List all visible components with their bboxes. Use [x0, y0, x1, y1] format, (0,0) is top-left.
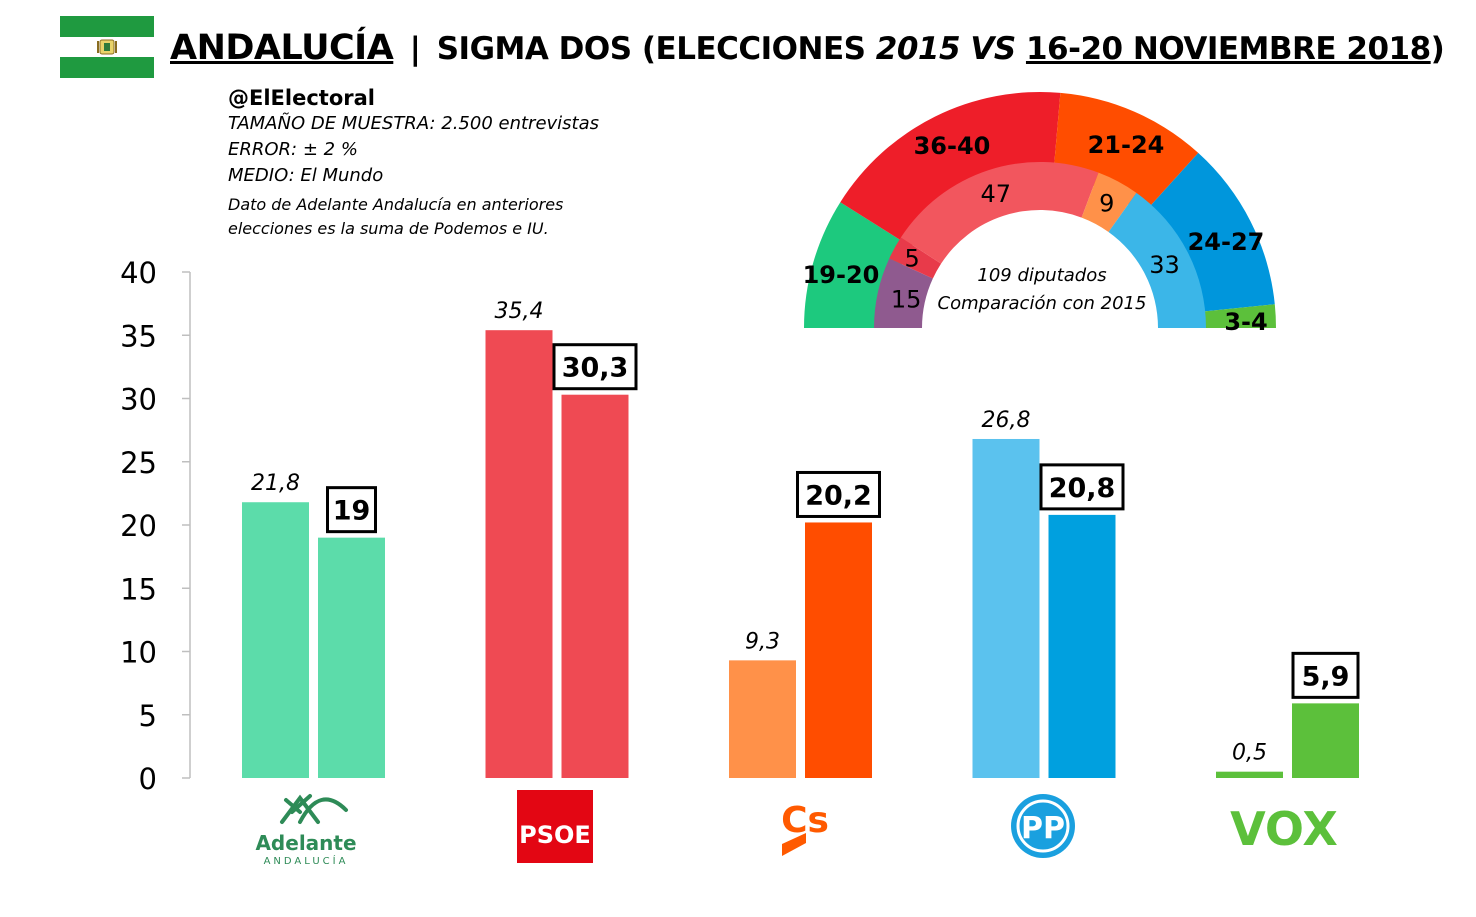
inner-seat-label: 9: [1099, 190, 1114, 218]
data-label-2018: 20,8: [1049, 473, 1116, 504]
psoe-name: PSOE: [519, 821, 591, 849]
logo-vox: VOX: [1230, 802, 1338, 856]
y-tick-label: 20: [120, 509, 157, 543]
title-separator: |: [409, 31, 421, 67]
bar-psoe-2015: [485, 330, 553, 778]
title-vs: VS: [960, 31, 1026, 67]
bar-pp-2015: [972, 438, 1040, 778]
y-tick-label: 5: [139, 699, 157, 733]
data-label-box: [326, 486, 377, 534]
author-handle: @ElElectoral: [228, 86, 375, 110]
bar-psoe-2018: [561, 394, 629, 778]
outer-ring-segment: [840, 92, 1061, 247]
data-labels: 21,8 19 35,4 30,3 9,3 20,2 26,8 20,8 0,5 5,9: [251, 299, 1360, 766]
vox-name: VOX: [1230, 802, 1338, 856]
logo-adelante: Adelante ANDALUCÍA: [255, 794, 357, 867]
bar-cs-2015: [729, 660, 796, 778]
inner-ring-segment: [900, 162, 1099, 264]
adelante-name: Adelante: [255, 831, 356, 855]
y-axis: 0 5 10 15 20 25 30 35 40: [120, 256, 191, 796]
outer-ring-segment: [1141, 152, 1275, 313]
outer-ring-segment: [1053, 92, 1199, 216]
data-label-2015: 35,4: [495, 299, 544, 324]
data-label-2015: 9,3: [745, 629, 780, 654]
poll-info: @ElElectoral TAMAÑO DE MUESTRA: 2.500 en…: [228, 88, 648, 241]
bar-cs-2018: [805, 522, 872, 778]
pp-name: PP: [1021, 811, 1065, 846]
y-tick-label: 0: [139, 762, 157, 796]
logo-pp: PP: [1011, 794, 1075, 858]
adelante-sub: ANDALUCÍA: [264, 854, 349, 867]
outer-seat-label: 24-27: [1188, 228, 1265, 256]
inner-seat-label: 15: [891, 286, 922, 314]
inner-seat-label: 33: [1149, 251, 1180, 279]
data-label-box: [552, 343, 638, 391]
outer-seat-label: 19-20: [803, 261, 880, 289]
data-label-box: [796, 470, 881, 518]
title-region: ANDALUCÍA: [170, 28, 394, 68]
y-tick-label: 25: [120, 446, 157, 480]
data-label-2018: 30,3: [562, 353, 629, 384]
data-label-box: [1039, 463, 1125, 511]
inner-seat-label: 5: [905, 244, 920, 272]
data-label-2018: 19: [333, 496, 371, 527]
total-seats-label: 109 diputados: [977, 265, 1106, 286]
data-label-2015: 26,8: [982, 408, 1031, 433]
title-pollster: SIGMA DOS (ELECCIONES: [436, 31, 876, 67]
y-tick-label: 35: [120, 319, 157, 353]
outer-ring-segment: [1191, 304, 1276, 328]
data-label-2015: 0,5: [1232, 741, 1267, 766]
logo-psoe: PSOE: [517, 790, 593, 863]
parliament-chart: 15 5 47 9 33 19-20 36-40 21-24 24-27 3-4: [803, 92, 1276, 336]
data-label-box: [1291, 651, 1360, 699]
title-year-prev: 2015: [875, 31, 961, 67]
data-label-2018: 5,9: [1302, 661, 1350, 692]
comparison-label: Comparación con 2015: [938, 293, 1147, 314]
outer-seat-label: 3-4: [1224, 308, 1267, 336]
cs-chevron-icon: [782, 833, 806, 856]
data-label-2015: 21,8: [251, 471, 300, 496]
title-close: ): [1430, 31, 1445, 67]
y-tick-label: 15: [120, 572, 157, 606]
sample-size: TAMAÑO DE MUESTRA: 2.500 entrevistas: [228, 113, 600, 134]
title-date-range: 16-20 NOVIEMBRE 2018: [1025, 31, 1431, 67]
outer-seat-label: 36-40: [914, 132, 991, 160]
bar-pp-2018: [1048, 514, 1116, 778]
bars: [242, 330, 1359, 778]
outer-seat-label: 21-24: [1088, 131, 1165, 159]
bar-vox-2015: [1216, 771, 1283, 778]
bar-adelante-2018: [318, 537, 385, 778]
y-tick-label: 30: [120, 383, 157, 417]
data-label-2018: 20,2: [805, 480, 872, 511]
inner-ring-segment: [1108, 192, 1206, 328]
adelante-arch-icon: [280, 794, 348, 824]
bar-adelante-2015: [242, 502, 309, 778]
footnote: Dato de Adelante Andalucía en anteriores…: [228, 195, 564, 238]
inner-ring-segment: [889, 237, 942, 279]
andalucia-flag: [60, 16, 154, 78]
page-title: ANDALUCÍA | SIGMA DOS (ELECCIONES 2015 V…: [170, 28, 1445, 68]
y-tick-label: 40: [120, 256, 157, 290]
inner-ring-segment: [874, 258, 933, 328]
coat-of-arms-icon: [97, 39, 117, 55]
y-tick-label: 10: [120, 636, 157, 670]
bar-vox-2018: [1292, 703, 1359, 778]
inner-seat-label: 47: [980, 180, 1011, 208]
logo-cs: Cs: [781, 800, 829, 856]
margin-of-error: ERROR: ± 2 %: [228, 139, 358, 160]
inner-ring-segment: [1081, 172, 1137, 232]
media-outlet: MEDIO: El Mundo: [228, 165, 384, 186]
